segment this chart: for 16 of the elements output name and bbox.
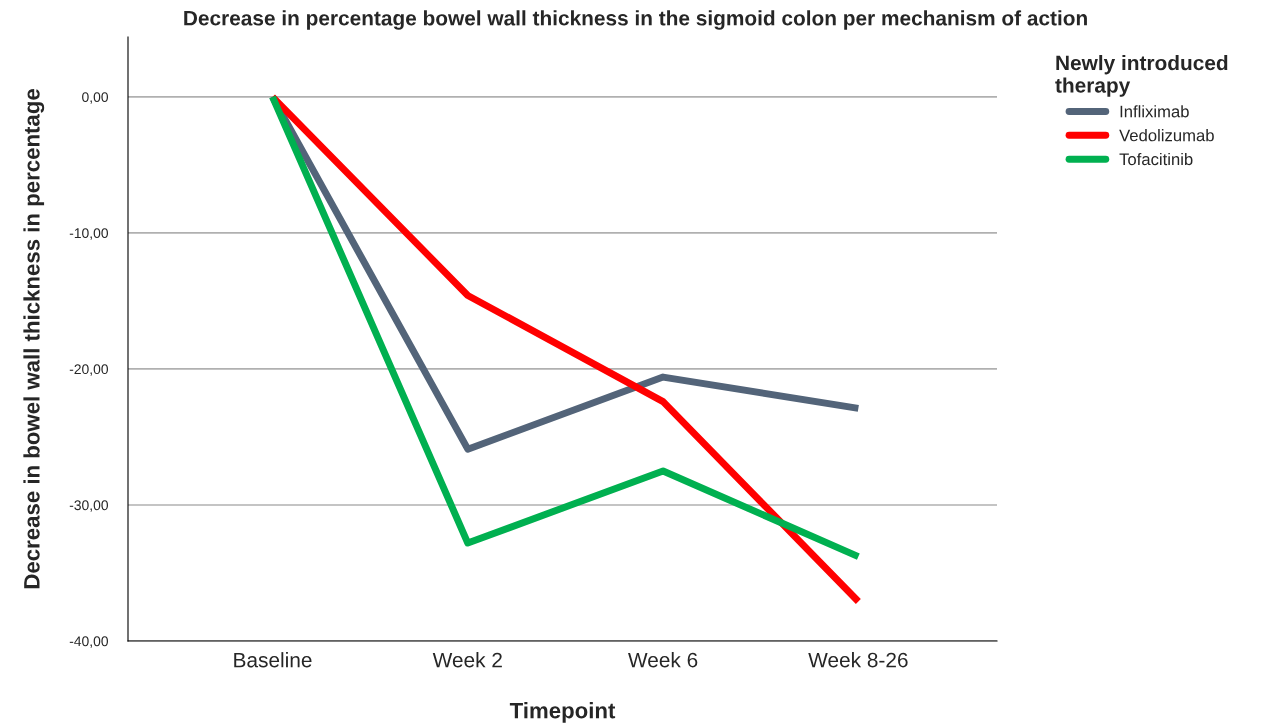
y-tick-label: 0,00 bbox=[82, 92, 109, 104]
legend-title: Newly introduced therapy bbox=[1055, 55, 1228, 97]
legend-label: Vedolizumab bbox=[1119, 129, 1214, 142]
x-tick-label: Week 8-26 bbox=[808, 652, 908, 668]
y-tick-label: -30,00 bbox=[69, 500, 109, 512]
legend-label: Tofacitinib bbox=[1119, 152, 1193, 166]
x-axis-title: Timepoint bbox=[509, 702, 616, 723]
y-axis-title: Decrease in bowel wall thickness in percentage bbox=[23, 89, 45, 589]
x-tick-label: Week 6 bbox=[628, 652, 698, 668]
legend-label: Infliximab bbox=[1120, 105, 1189, 118]
y-tick-label: -10,00 bbox=[69, 228, 109, 240]
x-tick-label: Baseline bbox=[234, 652, 312, 668]
x-tick-label: Week 2 bbox=[432, 652, 502, 668]
chart-title: Decrease in percentage bowel wall thickness in the sigmoid colon per mechanism of action bbox=[184, 10, 1087, 30]
y-tick-label: -20,00 bbox=[69, 364, 109, 376]
y-tick-label: -40,00 bbox=[69, 636, 109, 648]
